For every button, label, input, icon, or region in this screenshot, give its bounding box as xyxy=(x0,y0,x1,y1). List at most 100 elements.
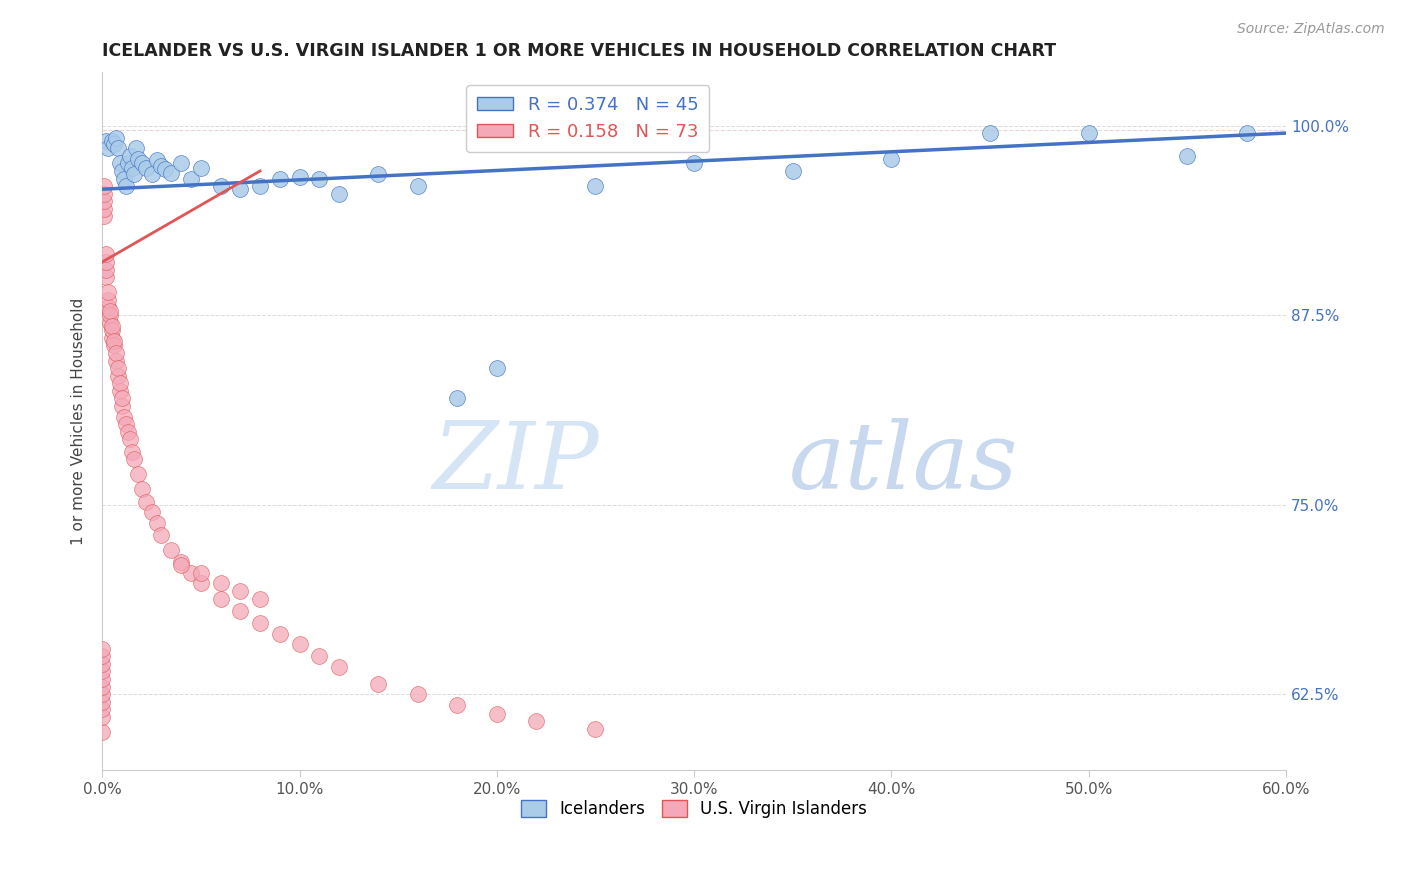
Point xyxy=(269,171,291,186)
Point xyxy=(96,134,118,148)
Point xyxy=(91,672,114,686)
Point xyxy=(406,179,429,194)
Point xyxy=(249,615,271,630)
Point xyxy=(115,179,138,194)
Text: ZIP: ZIP xyxy=(433,418,599,508)
Point xyxy=(91,695,114,709)
Point xyxy=(170,156,193,170)
Point xyxy=(105,130,128,145)
Point xyxy=(524,714,547,729)
Point xyxy=(121,444,143,458)
Point xyxy=(583,722,606,736)
Point xyxy=(135,161,157,175)
Point xyxy=(112,171,135,186)
Point xyxy=(101,134,124,148)
Point xyxy=(446,698,468,712)
Point xyxy=(91,649,114,664)
Point xyxy=(108,376,131,391)
Point xyxy=(96,262,118,277)
Point xyxy=(131,483,153,497)
Point xyxy=(229,584,252,599)
Point xyxy=(107,361,129,376)
Point xyxy=(209,576,232,591)
Point xyxy=(91,680,114,694)
Point xyxy=(328,660,350,674)
Point xyxy=(91,657,114,671)
Point xyxy=(288,170,311,185)
Text: ICELANDER VS U.S. VIRGIN ISLANDER 1 OR MORE VEHICLES IN HOUSEHOLD CORRELATION CH: ICELANDER VS U.S. VIRGIN ISLANDER 1 OR M… xyxy=(103,42,1056,60)
Point xyxy=(190,576,212,591)
Point xyxy=(105,346,128,360)
Point xyxy=(98,316,121,330)
Point xyxy=(979,126,1001,140)
Point xyxy=(880,152,903,166)
Point xyxy=(146,516,169,530)
Point xyxy=(105,353,128,368)
Point xyxy=(101,318,124,333)
Legend: Icelanders, U.S. Virgin Islanders: Icelanders, U.S. Virgin Islanders xyxy=(515,793,873,824)
Point xyxy=(406,687,429,701)
Point xyxy=(118,149,141,163)
Point xyxy=(93,186,115,201)
Point xyxy=(93,194,115,209)
Point xyxy=(1236,126,1258,140)
Point xyxy=(229,182,252,196)
Point xyxy=(103,338,125,352)
Point xyxy=(1175,149,1198,163)
Point xyxy=(170,558,193,573)
Point xyxy=(180,566,202,580)
Point xyxy=(288,637,311,651)
Point xyxy=(101,323,124,337)
Point xyxy=(97,293,120,307)
Point xyxy=(782,164,804,178)
Point xyxy=(127,467,149,482)
Point xyxy=(249,179,271,194)
Point xyxy=(190,161,212,175)
Point xyxy=(683,156,706,170)
Point xyxy=(121,161,143,175)
Point xyxy=(107,141,129,155)
Point xyxy=(108,156,131,170)
Point xyxy=(91,702,114,716)
Point xyxy=(107,368,129,383)
Point xyxy=(446,392,468,406)
Point xyxy=(328,186,350,201)
Point xyxy=(117,156,139,170)
Point xyxy=(98,303,121,318)
Point xyxy=(367,676,389,690)
Point xyxy=(97,285,120,300)
Point xyxy=(135,494,157,508)
Point xyxy=(127,152,149,166)
Point xyxy=(229,604,252,618)
Point xyxy=(97,301,120,315)
Point xyxy=(209,591,232,606)
Point xyxy=(91,665,114,679)
Point xyxy=(160,543,183,558)
Point xyxy=(583,179,606,194)
Point xyxy=(180,171,202,186)
Point xyxy=(209,179,232,194)
Point xyxy=(115,417,138,432)
Point xyxy=(93,202,115,216)
Point xyxy=(91,725,114,739)
Point xyxy=(485,706,508,721)
Point xyxy=(367,167,389,181)
Point xyxy=(190,566,212,580)
Point xyxy=(146,153,169,168)
Point xyxy=(96,255,118,269)
Point xyxy=(111,399,134,413)
Point xyxy=(141,505,163,519)
Point xyxy=(160,165,183,179)
Point xyxy=(122,167,145,181)
Point xyxy=(98,308,121,322)
Point xyxy=(111,164,134,178)
Point xyxy=(131,156,153,170)
Point xyxy=(308,649,330,664)
Point xyxy=(485,361,508,376)
Point xyxy=(170,555,193,569)
Text: Source: ZipAtlas.com: Source: ZipAtlas.com xyxy=(1237,22,1385,37)
Point xyxy=(93,179,115,194)
Point xyxy=(101,331,124,345)
Point xyxy=(112,409,135,424)
Point xyxy=(93,210,115,224)
